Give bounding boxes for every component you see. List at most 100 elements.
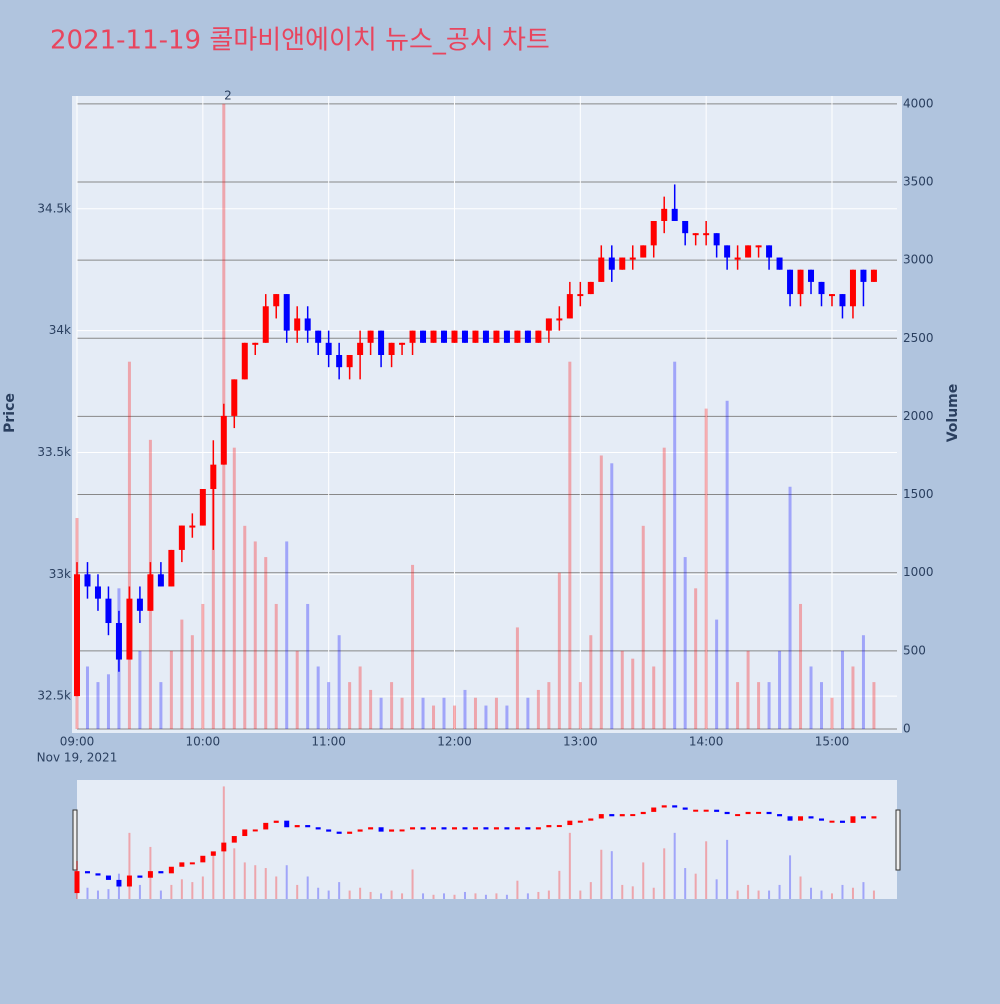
candle-body — [189, 525, 196, 528]
slider-candle — [179, 862, 185, 867]
slider-candle — [158, 871, 164, 874]
slider-volume-bar — [652, 887, 655, 899]
slider-volume-bar — [390, 890, 393, 899]
candle-body — [409, 330, 416, 343]
volume-bar — [799, 603, 803, 729]
slider-candle — [294, 825, 300, 828]
volume-bar — [274, 603, 278, 729]
volume-bar — [620, 650, 624, 729]
volume-bar — [96, 682, 100, 729]
y2-axis-label: Volume — [945, 384, 961, 443]
slider-volume-bar — [621, 884, 624, 899]
candle-body — [860, 269, 867, 282]
volume-bar — [127, 361, 131, 729]
slider-volume-bar — [516, 880, 519, 899]
slider-candle — [493, 827, 499, 830]
slider-volume-bar — [841, 884, 844, 899]
volume-bar — [264, 557, 268, 729]
candle-body — [629, 257, 636, 260]
slider-volume-bar — [411, 869, 414, 899]
slider-handle[interactable] — [895, 809, 901, 871]
slider-candle — [305, 825, 311, 828]
volume-bar — [243, 525, 247, 729]
slider-candle — [525, 827, 531, 830]
slider-volume-bar — [768, 890, 771, 899]
slider-volume-bar — [851, 887, 854, 899]
candle-body — [766, 245, 773, 258]
candle-body — [682, 220, 689, 234]
y2-tick-label: 2000 — [903, 409, 934, 423]
y-axis-label: Price — [2, 393, 18, 433]
candle-body — [556, 318, 563, 321]
slider-handle[interactable] — [72, 809, 78, 871]
slider-candle — [252, 829, 258, 832]
slider-volume-bar — [401, 893, 404, 899]
candle-body — [94, 586, 101, 599]
slider-volume-bar — [96, 890, 99, 899]
slider-candle — [829, 820, 835, 823]
slider-candle — [389, 829, 395, 832]
candle-body — [650, 220, 657, 246]
slider-candle — [74, 871, 80, 894]
slider-volume-bar — [789, 855, 792, 899]
candle-body — [126, 598, 133, 660]
slider-candle — [147, 871, 153, 878]
candle-body — [168, 549, 175, 587]
volume-bar — [285, 541, 289, 729]
candle-body — [818, 281, 825, 295]
candle-body — [210, 464, 217, 490]
slider-volume-bar — [747, 884, 750, 899]
volume-bar — [432, 705, 436, 729]
volume-bar — [830, 697, 834, 729]
volume-bar — [316, 666, 320, 729]
y2-tick-label: 1500 — [903, 487, 934, 501]
slider-volume-bar — [380, 893, 383, 899]
slider-candle — [756, 811, 762, 814]
y2-tick-label: 2500 — [903, 331, 934, 345]
slider-volume-bar — [600, 849, 603, 899]
candle-body — [776, 257, 783, 270]
volume-bar — [400, 697, 404, 729]
y-tick-label: 32.5k — [37, 689, 71, 703]
volume-bar — [411, 564, 415, 729]
slider-volume-bar — [810, 887, 813, 899]
candle-body — [252, 342, 259, 345]
candle-body — [283, 294, 290, 331]
candle-body — [231, 379, 238, 416]
volume-bar — [767, 682, 771, 729]
slider-candle — [850, 816, 856, 823]
candle-body — [199, 489, 206, 526]
range-slider[interactable] — [77, 780, 897, 899]
candle-body — [787, 269, 794, 295]
volume-bar — [746, 650, 750, 729]
volume-bar — [369, 689, 373, 729]
slider-volume-bar — [484, 894, 487, 899]
slider-volume-bar — [191, 882, 194, 899]
candle-body — [503, 330, 510, 343]
candle-body — [661, 208, 668, 221]
candle-body — [839, 294, 846, 307]
slider-volume-bar — [799, 876, 802, 899]
slider-volume-bar — [642, 862, 645, 899]
slider-volume-bar — [327, 890, 330, 899]
slider-volume-bar — [275, 876, 278, 899]
candle-body — [336, 354, 343, 368]
slider-volume-bar — [422, 893, 425, 899]
slider-candle — [798, 816, 804, 821]
candle-body — [420, 330, 427, 343]
candle-body — [399, 342, 406, 345]
slider-candle — [577, 820, 583, 823]
candle-body — [472, 330, 479, 343]
y-tick-label: 33k — [49, 567, 71, 581]
y2-tick-label: 1000 — [903, 565, 934, 579]
volume-bar — [201, 603, 205, 729]
slider-volume-bar — [610, 851, 613, 899]
candle-body — [828, 294, 835, 297]
volume-bar — [306, 603, 310, 729]
slider-candle — [336, 831, 342, 834]
slider-volume-bar — [673, 832, 676, 899]
volume-bar — [337, 635, 341, 729]
volume-bar — [715, 619, 719, 729]
slider-candle — [462, 827, 468, 830]
